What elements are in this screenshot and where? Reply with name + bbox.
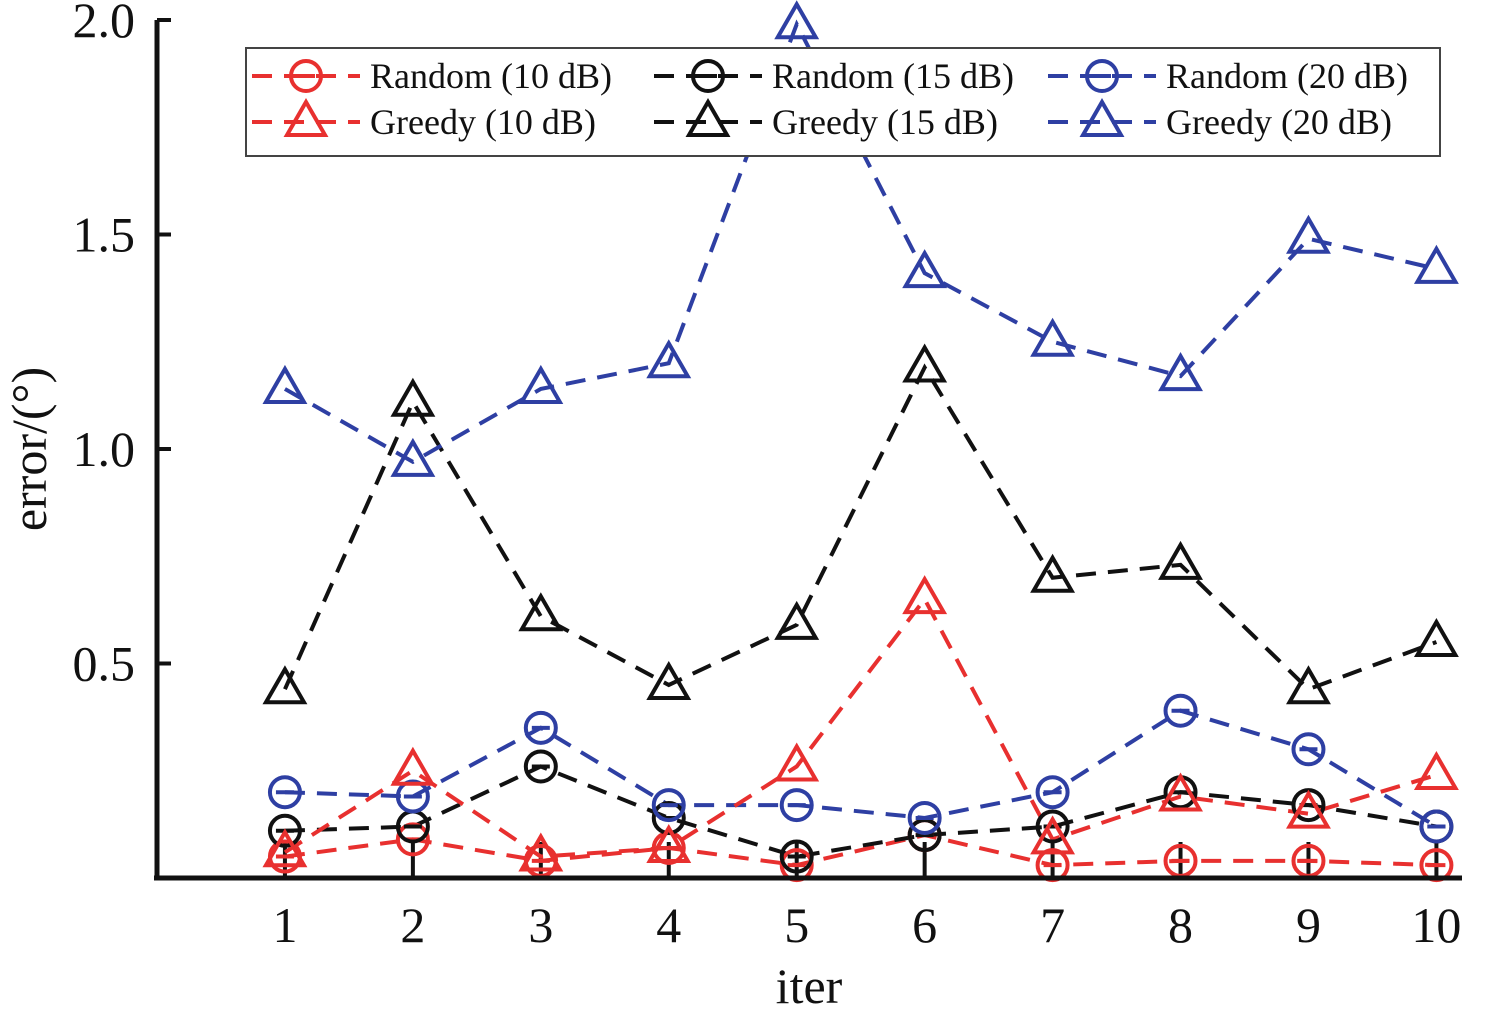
triangle-marker xyxy=(390,377,436,417)
triangle-marker xyxy=(1030,553,1076,593)
series-line xyxy=(284,764,1437,859)
triangle-marker xyxy=(1413,751,1459,791)
triangle-marker xyxy=(1413,618,1459,658)
legend-label: Random (10 dB) xyxy=(370,56,612,96)
legend-item: Random (15 dB) xyxy=(654,56,1014,96)
circle-marker xyxy=(395,779,430,814)
triangle-marker xyxy=(646,339,692,379)
series-line xyxy=(284,833,1437,868)
x-axis-title: iter xyxy=(776,958,843,1011)
x-tick-label: 1 xyxy=(272,897,297,953)
triangle-marker xyxy=(283,97,329,137)
y-tick-label: 0.5 xyxy=(73,636,136,692)
circle-marker xyxy=(1419,809,1454,844)
triangle-marker xyxy=(1030,815,1076,855)
legend-item: Random (20 dB) xyxy=(1048,56,1408,96)
y-axis-title: error/(°) xyxy=(1,367,57,531)
legend-item: Greedy (20 dB) xyxy=(1048,97,1392,142)
circle-marker xyxy=(907,800,942,835)
circle-marker xyxy=(691,59,725,93)
circle-marker xyxy=(1085,59,1119,93)
series-line xyxy=(283,363,1438,692)
circle-marker xyxy=(1035,775,1070,810)
circle-marker xyxy=(779,839,814,874)
triangle-marker xyxy=(262,364,308,404)
triangle-marker xyxy=(902,575,948,615)
circle-marker xyxy=(523,749,558,784)
circle-marker xyxy=(907,818,942,853)
x-tick-label: 5 xyxy=(784,897,809,953)
legend-label: Random (20 dB) xyxy=(1166,56,1408,96)
y-tick-label: 2.0 xyxy=(73,0,136,48)
triangle-marker xyxy=(1158,352,1203,392)
triangle-marker xyxy=(518,592,564,632)
triangle-marker xyxy=(1079,97,1125,137)
legend-item: Greedy (15 dB) xyxy=(654,97,998,142)
triangle-marker xyxy=(390,437,436,477)
series-lines xyxy=(283,19,1438,868)
x-tick-label: 10 xyxy=(1411,897,1461,953)
series-line xyxy=(284,708,1438,829)
legend-label: Random (15 dB) xyxy=(772,56,1014,96)
triangle-marker xyxy=(1158,772,1203,812)
circle-marker xyxy=(267,775,302,810)
triangle-marker xyxy=(1158,540,1203,580)
axes xyxy=(154,20,1462,881)
circle-marker xyxy=(651,788,686,823)
triangle-marker xyxy=(390,746,436,786)
circle-marker xyxy=(779,788,814,823)
legend-label: Greedy (20 dB) xyxy=(1166,102,1392,142)
x-tick-label: 3 xyxy=(528,897,553,953)
legend-label: Greedy (15 dB) xyxy=(772,102,998,142)
legend: Random (10 dB) Random (15 dB) Random (20 d… xyxy=(245,47,1441,157)
triangle-marker xyxy=(774,742,820,782)
triangle-marker xyxy=(1286,665,1331,705)
triangle-marker xyxy=(774,0,820,40)
x-tick-label: 7 xyxy=(1040,897,1065,953)
triangle-marker xyxy=(902,249,948,289)
legend-box xyxy=(245,47,1441,157)
x-tick-label: 4 xyxy=(656,897,681,953)
y-tick-label: 1.5 xyxy=(73,207,136,263)
triangle-marker xyxy=(774,600,820,640)
tick-labels: 0.5 1.0 1.5 2.0 1 2 3 4 5 6 7 8 9 10 xyxy=(73,0,1462,953)
circle-marker xyxy=(1163,693,1198,728)
legend-item: Greedy (10 dB) xyxy=(252,97,596,142)
triangle-marker xyxy=(518,364,564,404)
x-tick-label: 6 xyxy=(912,897,937,953)
x-tick-label: 9 xyxy=(1296,897,1321,953)
triangle-marker xyxy=(1030,317,1076,357)
legend-label: Greedy (10 dB) xyxy=(370,102,596,142)
circle-marker xyxy=(1291,732,1326,767)
triangle-marker xyxy=(262,828,308,868)
triangle-marker xyxy=(646,823,692,863)
triangle-marker xyxy=(646,660,692,700)
triangle-marker xyxy=(1413,244,1459,284)
series-line xyxy=(283,595,1437,859)
x-tick-label: 8 xyxy=(1168,897,1193,953)
triangle-marker xyxy=(902,343,948,383)
series-markers xyxy=(262,0,1459,883)
triangle-marker xyxy=(262,665,308,705)
circle-marker xyxy=(523,710,558,745)
triangle-marker xyxy=(685,97,731,137)
triangle-marker xyxy=(1286,789,1331,829)
triangle-marker xyxy=(1286,214,1331,254)
triangle-marker xyxy=(518,832,564,872)
y-tick-label: 1.0 xyxy=(73,421,136,477)
x-tick-label: 2 xyxy=(400,897,425,953)
circle-marker xyxy=(289,59,323,93)
legend-item: Random (10 dB) xyxy=(252,56,612,96)
